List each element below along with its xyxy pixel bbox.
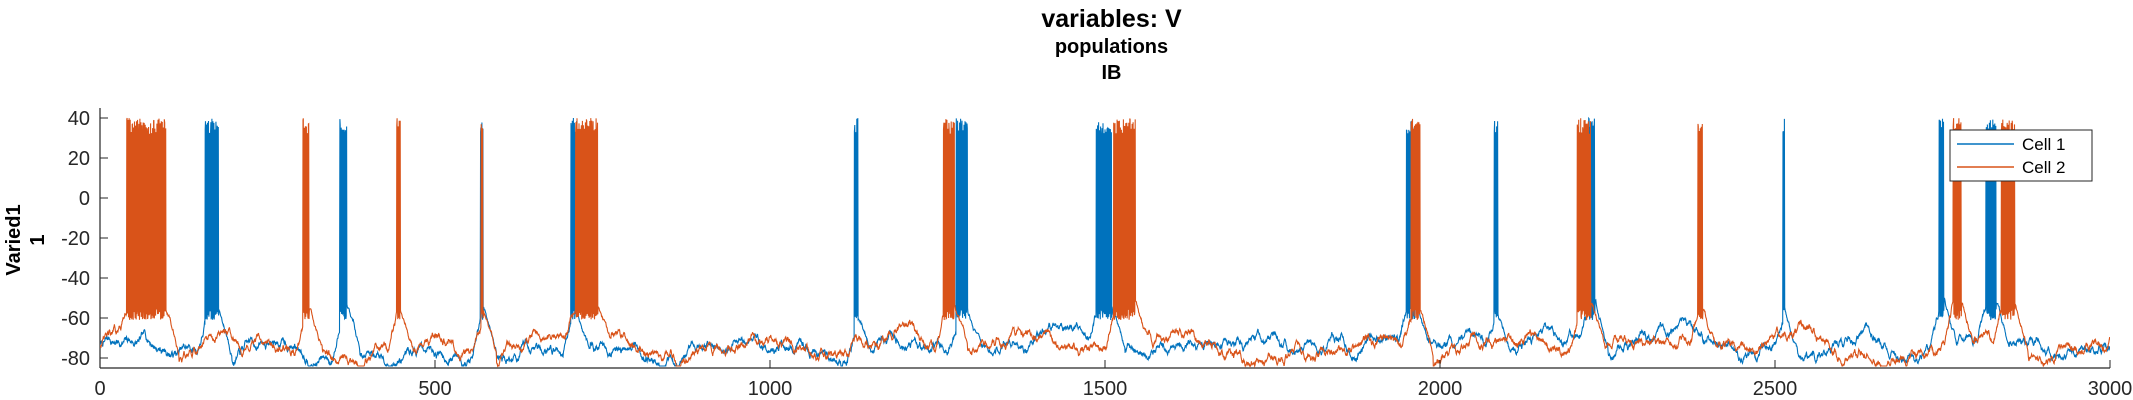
y-tick-label: 0 [79,188,90,210]
y-tick-label: -20 [61,228,90,250]
x-tick-label: 1000 [748,378,793,400]
y-axis-label-line1: Varied1 [3,204,25,275]
y-tick-label: 40 [68,108,90,130]
chart-title: variables: V [1041,5,1182,33]
axis-ticks: 0 500 1000 1500 2000 2500 3000 -80 -60 -40 -20 0 20 4… [61,108,2132,400]
x-tick-label: 500 [418,378,451,400]
x-tick-label: 2500 [1753,378,1798,400]
y-tick-label: 20 [68,148,90,170]
trace-cell-2 [100,117,2110,368]
y-axis-label-line2: 1 [27,234,49,245]
x-tick-label: 1500 [1083,378,1128,400]
x-tick-label: 3000 [2088,378,2133,400]
legend-label-cell2: Cell 2 [2022,158,2065,177]
x-tick-label: 2000 [1418,378,1463,400]
y-tick-label: -40 [61,268,90,290]
y-tick-label: -80 [61,348,90,370]
traces [100,116,2110,368]
y-tick-label: -60 [61,308,90,330]
x-tick-label: 0 [94,378,105,400]
legend: Cell 1 Cell 2 [1949,129,2093,182]
legend-label-cell1: Cell 1 [2022,135,2065,154]
trace-cell-1 [100,116,2110,367]
chart-subtitle-populations: populations [1054,36,1169,58]
chart-subtitle-ib: IB [1101,62,1122,84]
